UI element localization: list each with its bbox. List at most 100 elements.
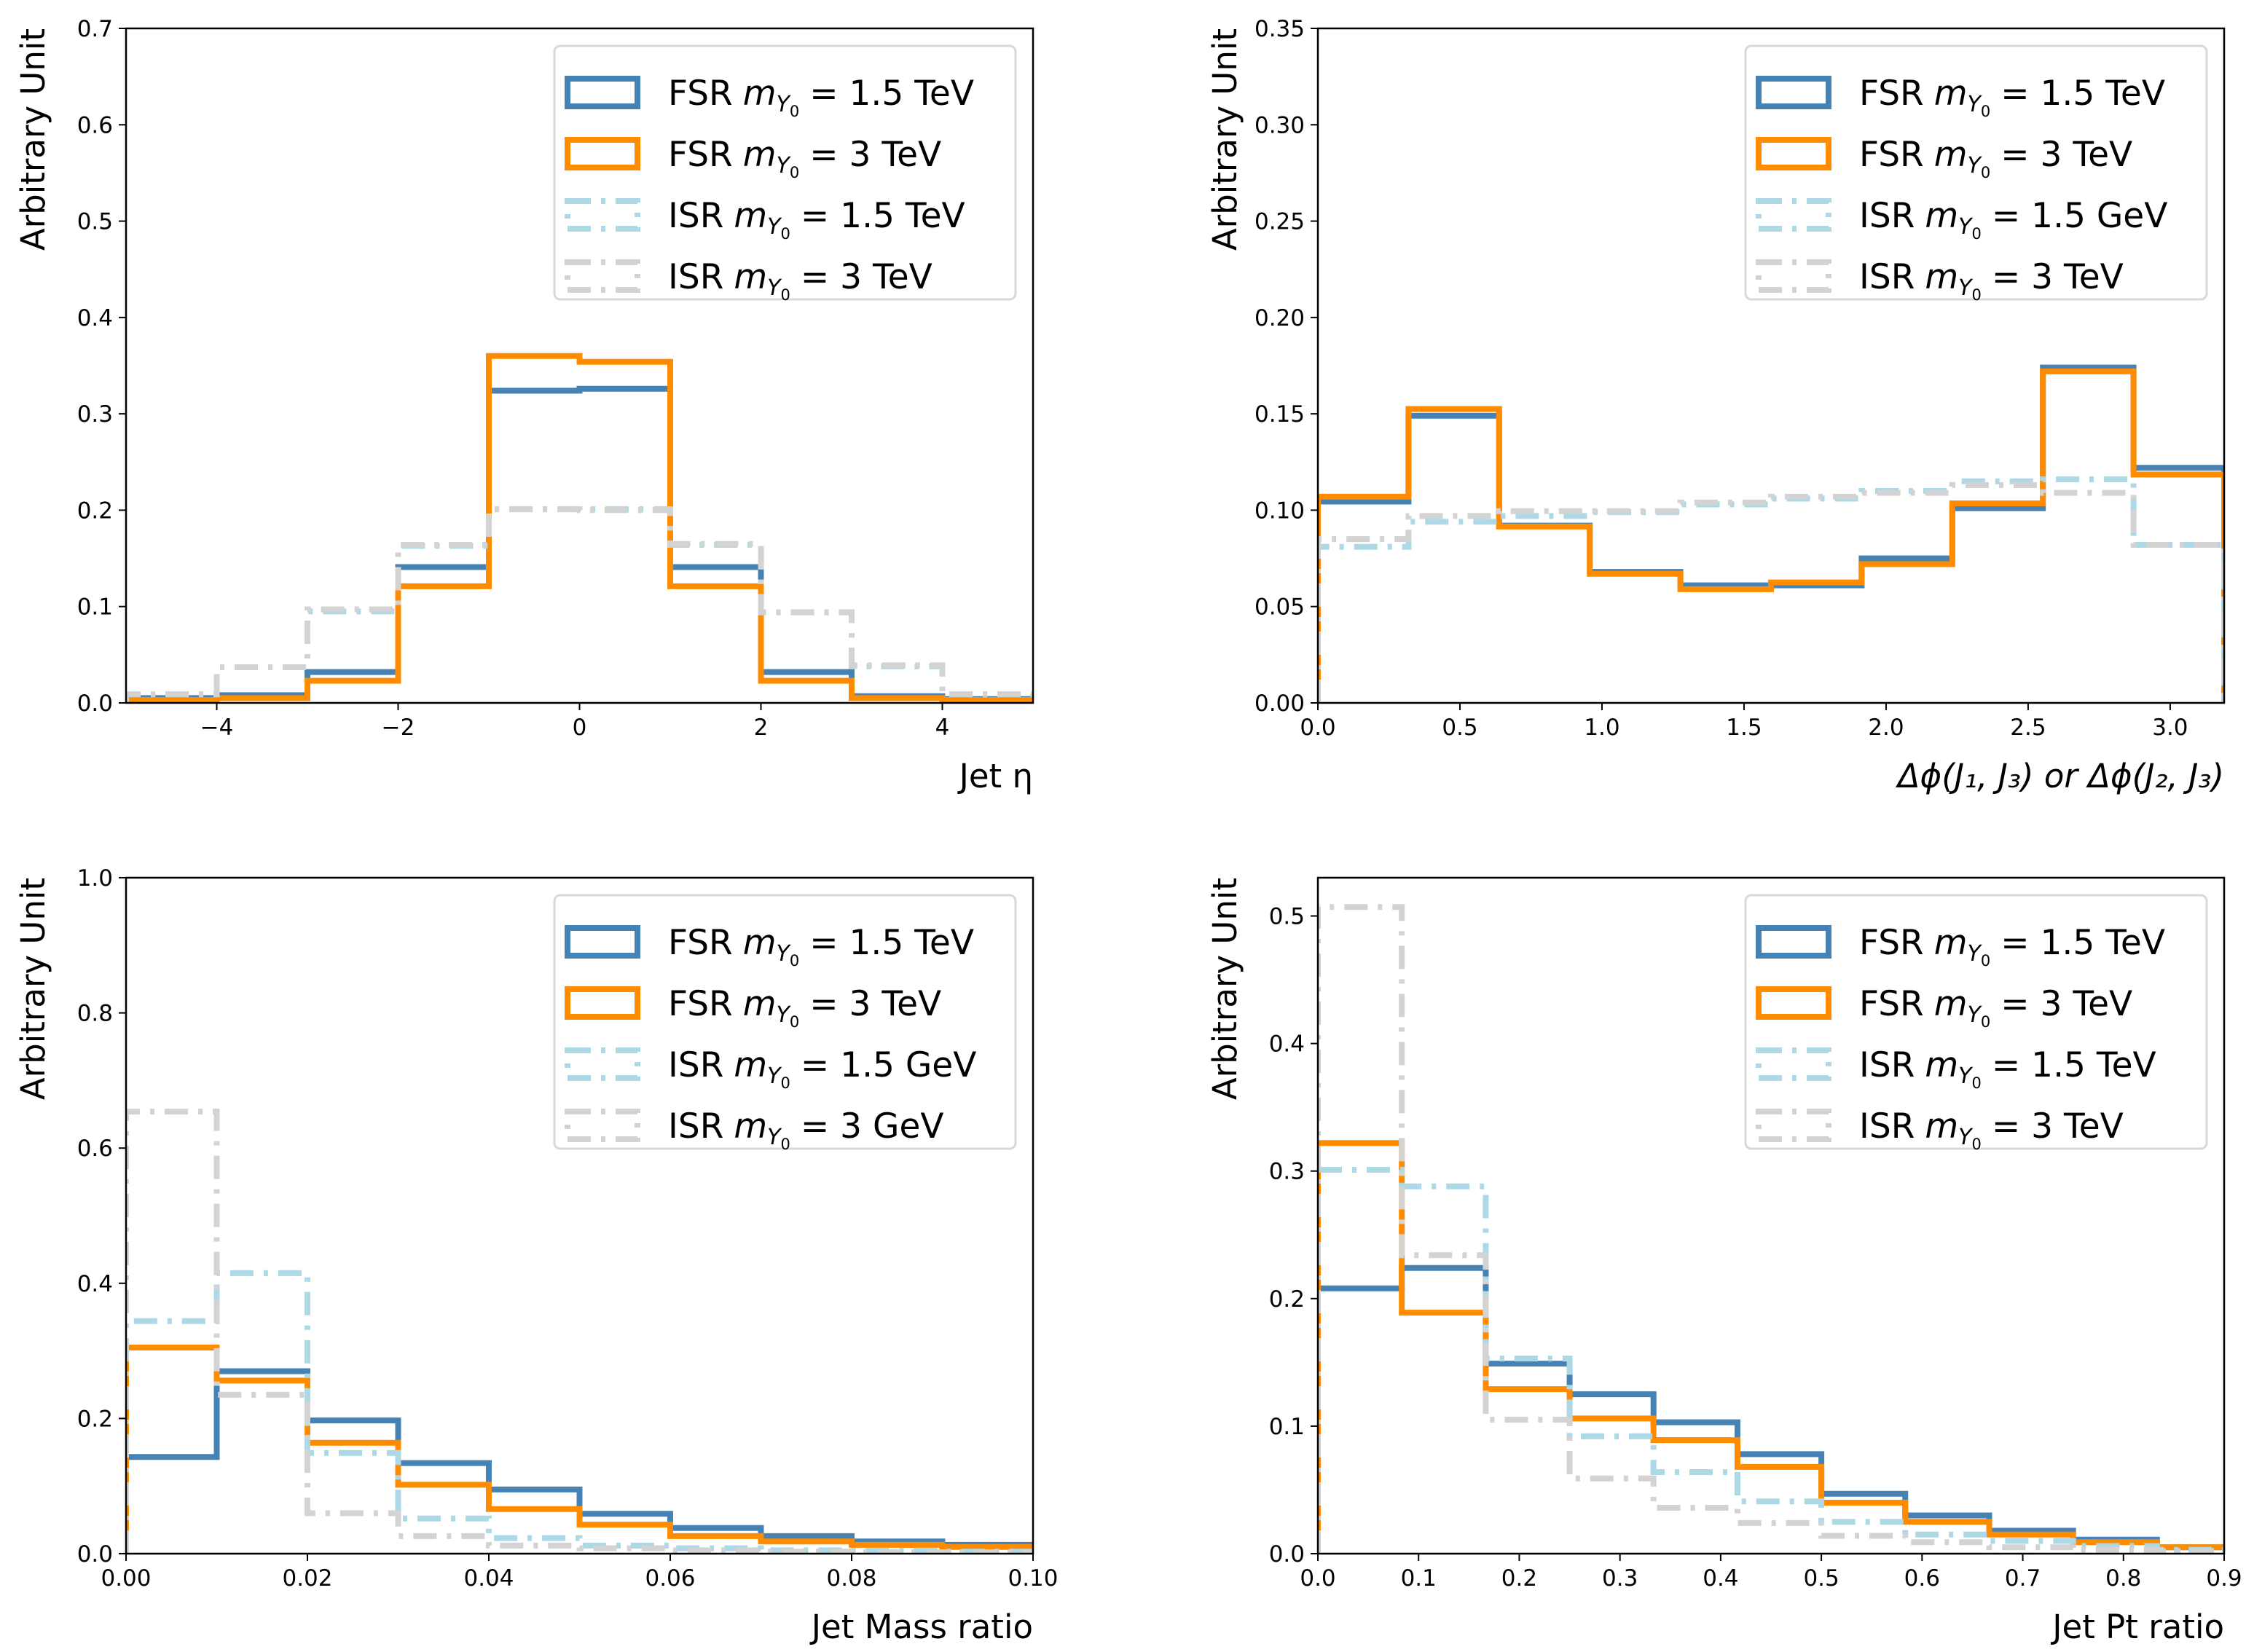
series-line-fsr-1-5 [1318, 364, 2224, 703]
series-line-isr-3 [1318, 482, 2224, 703]
legend-subsub: 0 [780, 1136, 790, 1153]
legend-prefix: FSR [668, 984, 733, 1024]
axes-frame [1316, 27, 2226, 704]
legend-sub: Y [1968, 153, 1983, 178]
legend-sub: Y [777, 941, 792, 967]
x-tick-label: 0.7 [2005, 1565, 2041, 1592]
legend-var: m [1934, 135, 1968, 175]
legend-swatch-fsr-3 [1756, 986, 1831, 1020]
x-tick-label: 2 [754, 715, 769, 741]
y-axis-label: Arbitrary Unit [1206, 878, 1244, 1100]
legend-prefix: ISR [668, 1106, 723, 1146]
x-tick-label: 0.8 [2105, 1565, 2141, 1592]
legend-sub: Y [767, 1063, 782, 1089]
legend-frame [1744, 44, 2208, 301]
x-tick-label: 0.10 [1008, 1565, 1058, 1592]
x-tick-label: 1.5 [1726, 715, 1762, 741]
series-line-isr-3 [126, 1109, 1033, 1554]
legend-subsub: 0 [1971, 225, 1981, 243]
x-tick-label: 0.4 [1703, 1565, 1738, 1592]
legend-subsub: 0 [790, 103, 799, 120]
legend-value: = 1.5 GeV [1992, 196, 2168, 236]
legend-swatch-isr-1-5 [565, 198, 640, 232]
legend-subsub: 0 [1971, 286, 1981, 304]
x-tick-label: 0.0 [1300, 715, 1335, 741]
legend-entry: ISR mY0 = 1.5 GeV [1859, 196, 2167, 243]
x-tick-label: 0.06 [645, 1565, 695, 1592]
legend-entry: ISR mY0 = 1.5 TeV [668, 196, 965, 243]
x-axis-label: Jet η [957, 757, 1033, 795]
legend-sub: Y [777, 1002, 792, 1028]
legend-subsub: 0 [790, 1013, 799, 1031]
legend-sub: Y [777, 92, 792, 117]
y-tick-label: 0.6 [77, 112, 113, 138]
legend-entry: FSR mY0 = 1.5 TeV [668, 74, 974, 120]
x-axis-label: Δϕ(J₁, J₃) or Δϕ(J₂, J₃) [1896, 757, 2224, 795]
legend-swatch-fsr-3 [1756, 137, 1831, 170]
legend-value: = 3 TeV [2000, 135, 2132, 175]
legend-value: = 3 GeV [801, 1106, 944, 1146]
legend-prefix: ISR [1859, 1106, 1915, 1146]
legend-prefix: ISR [668, 196, 723, 236]
y-tick-label: 0.8 [77, 1001, 113, 1027]
legend-var: m [1934, 984, 1968, 1024]
legend-subsub: 0 [1981, 1013, 1990, 1031]
x-tick-label: 0 [573, 715, 587, 741]
y-axis-label: Arbitrary Unit [14, 878, 52, 1100]
series-line-fsr-3 [126, 353, 1033, 703]
x-tick-label: 0.0 [1300, 1565, 1335, 1592]
legend-value: = 1.5 TeV [801, 196, 965, 236]
legend-subsub: 0 [1981, 164, 1990, 181]
x-tick-label: 0.9 [2206, 1565, 2242, 1592]
legend-entry: FSR mY0 = 3 TeV [668, 135, 941, 181]
legend-swatch-isr-1-5 [565, 1047, 640, 1081]
legend-entry: ISR mY0 = 3 TeV [1859, 257, 2124, 304]
legend-prefix: ISR [668, 257, 723, 297]
y-tick-label: 0.5 [77, 209, 113, 235]
legend-var: m [743, 135, 777, 175]
legend-swatch-fsr-1-5 [565, 925, 640, 959]
x-tick-label: 0.2 [1501, 1565, 1537, 1592]
legend-prefix: FSR [1859, 74, 1924, 114]
x-axis-label: Jet Pt ratio [2050, 1608, 2224, 1646]
y-tick-label: 0.20 [1254, 305, 1305, 331]
legend-entry: FSR mY0 = 3 TeV [1859, 984, 2132, 1031]
y-tick-label: 0.0 [1269, 1541, 1305, 1568]
y-tick-label: 0.2 [1269, 1286, 1305, 1313]
legend-prefix: FSR [1859, 923, 1924, 963]
legend-var: m [734, 1106, 767, 1146]
legend-subsub: 0 [790, 952, 799, 969]
legend-var: m [743, 74, 777, 114]
y-tick-label: 0.0 [77, 1541, 113, 1568]
legend-entry: ISR mY0 = 1.5 TeV [1859, 1045, 2156, 1092]
x-tick-label: 0.00 [101, 1565, 151, 1592]
y-tick-label: 0.30 [1254, 112, 1305, 138]
series-line-fsr-1-5 [126, 385, 1033, 703]
legend-entry: FSR mY0 = 3 TeV [1859, 135, 2132, 181]
legend-value: = 1.5 TeV [809, 923, 974, 963]
subplot-3: 0.00 0.02 0.04 0.06 0.08 0.10 0.0 0.2 0.4 0.6 0.8 1… [14, 865, 1059, 1646]
legend-subsub: 0 [790, 164, 799, 181]
legend-var: m [734, 1045, 767, 1085]
x-tick-label: 0.6 [1904, 1565, 1940, 1592]
legend-subsub: 0 [1971, 1074, 1981, 1092]
y-tick-label: 0.5 [1269, 904, 1305, 930]
legend-var: m [743, 984, 777, 1024]
y-tick-label: 0.7 [77, 16, 113, 42]
legend-prefix: FSR [1859, 135, 1924, 175]
legend-prefix: ISR [1859, 1045, 1915, 1085]
legend-value: = 1.5 GeV [801, 1045, 977, 1085]
y-tick-label: 1.0 [77, 865, 113, 892]
legend-var: m [1934, 923, 1968, 963]
legend-var: m [734, 257, 767, 297]
y-tick-label: 0.4 [77, 1271, 113, 1297]
legend-swatch-fsr-1-5 [1756, 76, 1831, 109]
legend-prefix: FSR [668, 74, 733, 114]
y-tick-label: 0.15 [1254, 401, 1305, 428]
legend-value: = 3 TeV [1992, 1106, 2124, 1146]
legend-value: = 1.5 TeV [2000, 74, 2165, 114]
